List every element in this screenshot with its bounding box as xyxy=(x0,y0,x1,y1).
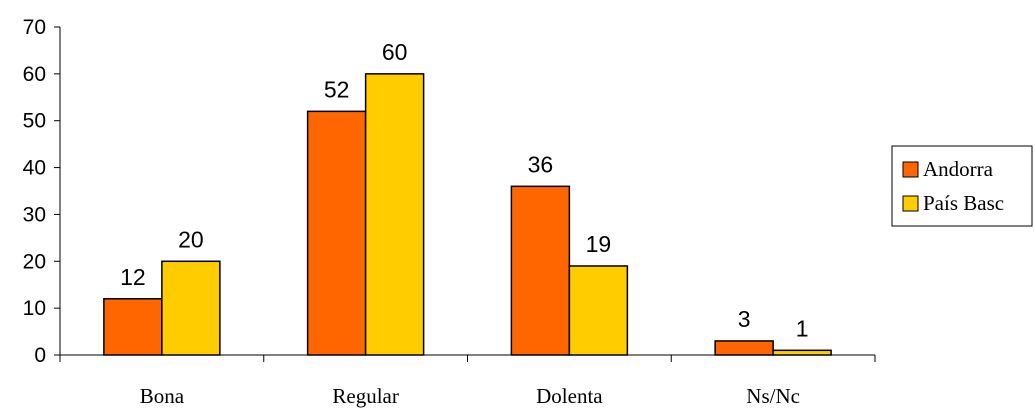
bar xyxy=(714,340,774,356)
bar xyxy=(364,73,425,356)
x-category-label: Regular xyxy=(332,384,398,408)
legend-label: País Basc xyxy=(923,191,1004,215)
data-label: 3 xyxy=(738,306,751,332)
data-label: 20 xyxy=(178,226,204,252)
y-tick-label: 70 xyxy=(23,16,46,39)
bar xyxy=(306,110,367,356)
data-label: 12 xyxy=(120,264,146,290)
x-category-label: Ns/Nc xyxy=(746,384,800,408)
legend: Andorra País Basc xyxy=(891,145,1033,227)
bar xyxy=(103,298,163,356)
legend-swatch xyxy=(902,195,919,212)
legend-label: Andorra xyxy=(923,157,994,181)
bar xyxy=(161,260,221,356)
x-axis: Bona Regular Dolenta Ns/Nc xyxy=(59,354,876,408)
bar xyxy=(568,265,629,356)
legend-box xyxy=(891,145,1033,227)
y-tick-label: 20 xyxy=(23,250,46,273)
bar xyxy=(510,185,571,356)
data-label: 1 xyxy=(796,315,809,341)
data-label: 60 xyxy=(382,39,408,65)
y-axis: 0 10 20 30 40 50 60 70 xyxy=(23,16,61,367)
x-category-label: Dolenta xyxy=(536,384,603,408)
bar xyxy=(772,349,832,356)
y-tick-label: 40 xyxy=(23,157,46,180)
data-label: 36 xyxy=(528,151,554,177)
data-label: 19 xyxy=(586,231,612,257)
y-tick-label: 0 xyxy=(34,344,46,367)
data-label: 52 xyxy=(324,76,350,102)
y-tick-label: 60 xyxy=(23,63,46,86)
x-category-label: Bona xyxy=(140,384,185,408)
legend-swatch xyxy=(902,161,919,178)
y-tick-label: 50 xyxy=(23,110,46,133)
y-tick-label: 30 xyxy=(23,203,46,226)
plot-area: 12 52 36 3 20 60 19 1 xyxy=(103,39,832,356)
y-tick-label: 10 xyxy=(23,297,46,320)
